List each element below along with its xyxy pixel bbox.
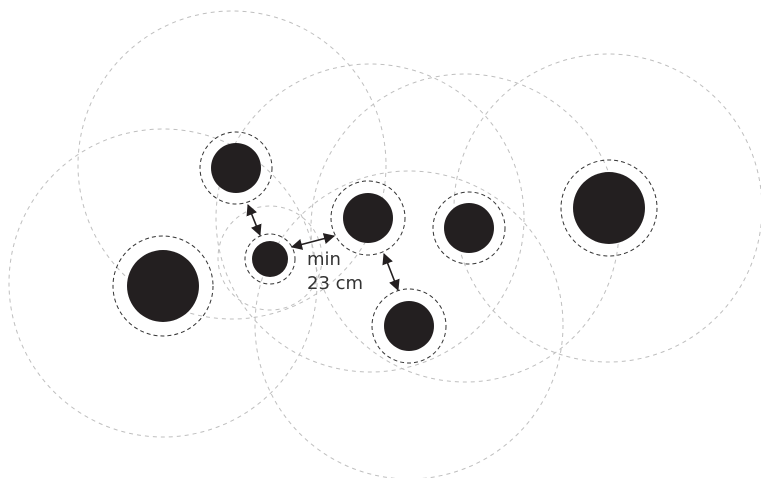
spacing-arrow — [382, 252, 400, 292]
clearance-halo — [199, 131, 273, 205]
clearance-halo — [244, 233, 296, 285]
stone — [444, 203, 494, 253]
clearance-halo — [560, 159, 658, 257]
stone — [211, 143, 261, 193]
stone — [573, 172, 645, 244]
stone — [252, 241, 288, 277]
clearance-halo — [432, 191, 506, 265]
reach-circle — [77, 10, 387, 320]
reach-circle — [254, 170, 564, 478]
reach-circle — [8, 128, 318, 438]
reach-circle — [217, 205, 323, 311]
clearance-halos — [112, 131, 658, 364]
min-distance-value: 23 cm — [307, 273, 364, 294]
stone — [343, 193, 393, 243]
spacing-arrow — [290, 233, 336, 250]
stone — [384, 301, 434, 351]
spacing-arrows — [246, 203, 400, 292]
stones — [127, 143, 645, 351]
clearance-halo — [112, 235, 214, 337]
reach-circle — [215, 63, 525, 373]
reach-circles — [8, 10, 761, 478]
min-distance-label: min — [307, 249, 341, 270]
clearance-halo — [330, 180, 406, 256]
spacing-arrow — [246, 203, 262, 237]
stone — [127, 250, 199, 322]
clearance-halo — [371, 288, 447, 364]
